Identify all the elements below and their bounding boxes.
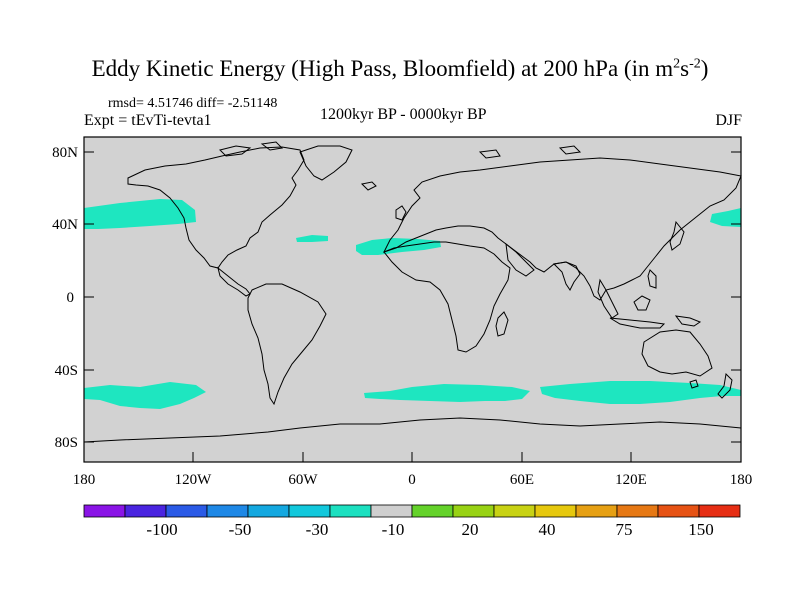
- colorbar-box: [124, 504, 167, 518]
- lat-label-80s: 80S: [55, 435, 78, 451]
- experiment-label: Expt = tEvTi-tevta1: [84, 112, 212, 129]
- coastline-eurasia: [383, 157, 742, 301]
- coastline-tasmania: [689, 379, 699, 389]
- anomaly-patch-mid-atlantic-small: [296, 235, 328, 242]
- coastline-madagascar: [495, 311, 509, 337]
- coastline-philippines: [647, 269, 657, 289]
- colorbar-labels: -100 -50 -30 -10 20 40 75 150: [146, 520, 713, 539]
- lat-label-eq: 0: [67, 290, 75, 306]
- colorbar-box: [657, 504, 700, 518]
- lon-label-60e: 60E: [510, 472, 534, 488]
- colorbar-box: [288, 504, 331, 518]
- coastline-arabia: [505, 242, 535, 277]
- lat-label-40s: 40S: [55, 363, 78, 379]
- coastline-antarctica: [83, 417, 742, 443]
- lon-label-120e: 120E: [615, 472, 647, 488]
- colorbar-box: [493, 504, 536, 518]
- colorbar-box: [411, 504, 454, 518]
- lat-label-80n: 80N: [52, 145, 78, 161]
- colorbar-label: -30: [306, 520, 329, 539]
- colorbar-box: [370, 504, 413, 518]
- colorbar-box: [452, 504, 495, 518]
- stats-text: rmsd= 4.51746 diff= -2.51148: [108, 96, 278, 111]
- anomaly-patch-north-pacific-west: [84, 199, 196, 229]
- colorbar-box: [329, 504, 372, 518]
- colorbar-box: [83, 504, 126, 518]
- colorbar-box: [247, 504, 290, 518]
- coastline-greenland: [299, 145, 353, 181]
- coastline-south-america: [247, 283, 327, 406]
- coastline-arctic-islands: [219, 141, 582, 159]
- colorbar-label: -50: [229, 520, 252, 539]
- lon-label-180e: 180: [730, 472, 753, 488]
- anomaly-patch-south-atlantic-indian: [364, 384, 530, 402]
- coastline-iceland: [360, 181, 377, 191]
- colorbar-box: [534, 504, 577, 518]
- colorbar-label: 20: [462, 520, 479, 539]
- coastline-new-guinea: [674, 315, 702, 327]
- coastline-australia: [641, 329, 713, 377]
- plot-title: Eddy Kinetic Energy (High Pass, Bloomfie…: [91, 56, 709, 81]
- colorbar: [83, 504, 741, 518]
- coastline-new-zealand: [717, 372, 733, 399]
- colorbar-box: [698, 504, 741, 518]
- coastlines: [83, 141, 742, 443]
- lat-label-40n: 40N: [52, 217, 78, 233]
- season-label: DJF: [715, 112, 742, 129]
- coastline-indonesia: [609, 295, 666, 329]
- lat-ticks: [84, 151, 741, 443]
- coastline-southeast-asia: [597, 278, 619, 319]
- coastline-north-america: [127, 146, 305, 269]
- colorbar-box: [206, 504, 249, 518]
- coastline-british-isles: [395, 205, 407, 221]
- anomaly-patches: [84, 199, 741, 409]
- colorbar-label: 40: [539, 520, 556, 539]
- anomaly-patch-north-pacific-east: [710, 208, 741, 227]
- map-background: [84, 137, 741, 462]
- coastline-india: [552, 261, 581, 291]
- lon-label-60w: 60W: [288, 472, 318, 488]
- colorbar-label: -100: [146, 520, 177, 539]
- colorbar-label: -10: [382, 520, 405, 539]
- coastline-japan: [669, 220, 685, 251]
- colorbar-label: 75: [616, 520, 633, 539]
- lon-label-180w: 180: [73, 472, 96, 488]
- period-label: 1200kyr BP - 0000kyr BP: [320, 106, 487, 123]
- lon-ticks: [83, 452, 742, 462]
- coastline-africa: [383, 241, 511, 353]
- colorbar-label: 150: [688, 520, 714, 539]
- lon-label-0: 0: [408, 472, 416, 488]
- coastline-central-america: [217, 266, 251, 297]
- anomaly-patch-south-pacific: [84, 382, 206, 409]
- lon-label-120w: 120W: [175, 472, 213, 488]
- anomaly-patch-southern-indian-pacific: [540, 381, 741, 404]
- colorbar-box: [575, 504, 618, 518]
- colorbar-box: [616, 504, 659, 518]
- colorbar-box: [165, 504, 208, 518]
